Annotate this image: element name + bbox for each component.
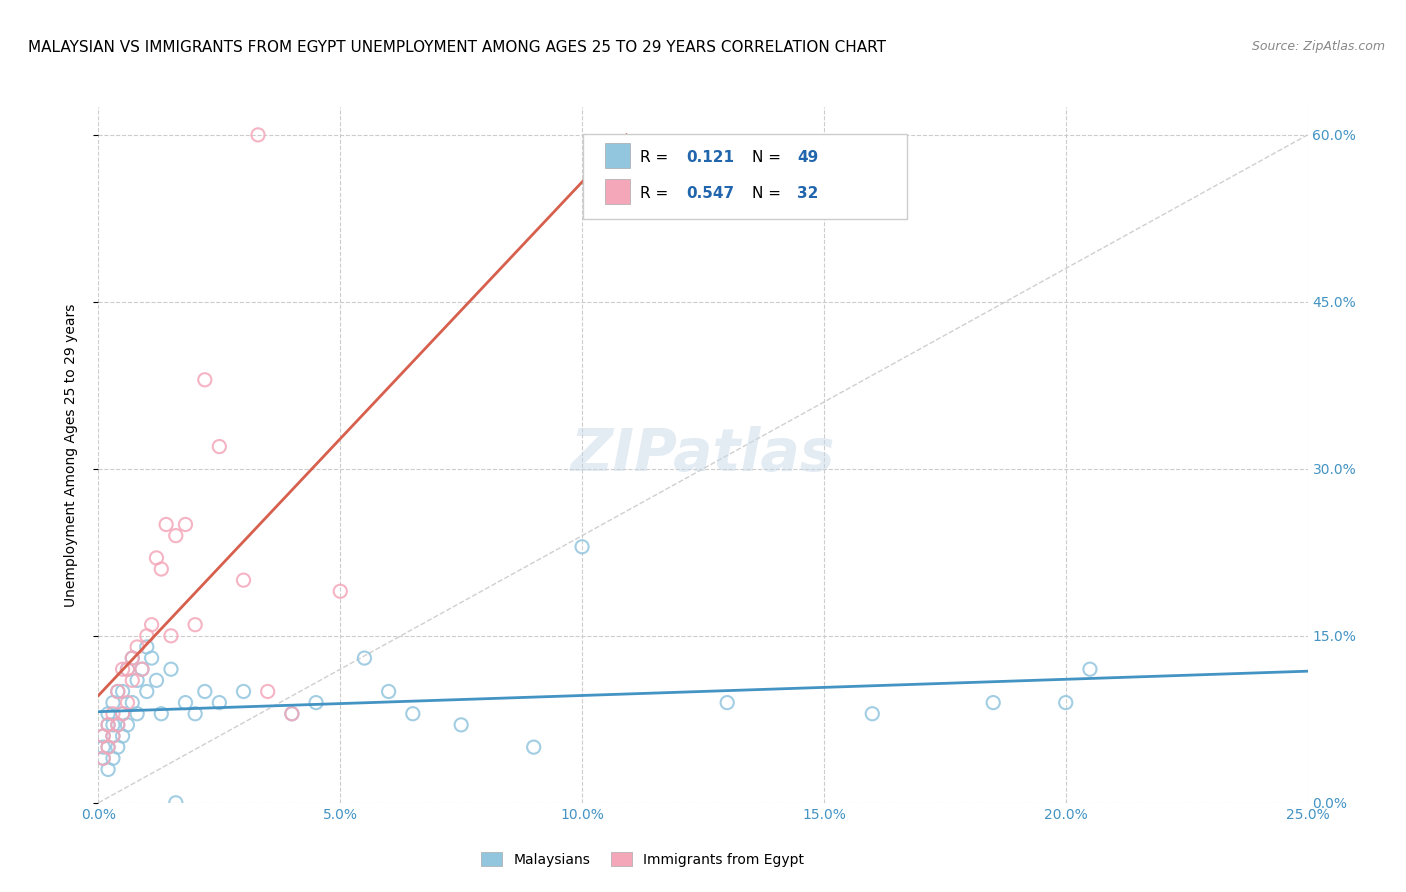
Text: ZIPatlas: ZIPatlas xyxy=(571,426,835,483)
Point xyxy=(208,696,231,710)
Point xyxy=(165,796,187,810)
Point xyxy=(329,584,352,599)
Point xyxy=(194,373,217,387)
Point xyxy=(165,528,187,542)
Point xyxy=(135,629,157,643)
Point xyxy=(571,540,593,554)
Point xyxy=(131,662,153,676)
Point xyxy=(135,684,157,698)
Point xyxy=(91,729,114,743)
Point xyxy=(107,718,129,732)
Point xyxy=(860,706,883,721)
Point xyxy=(145,550,167,565)
Point xyxy=(111,662,134,676)
Point xyxy=(141,651,163,665)
Point xyxy=(150,562,173,576)
Point xyxy=(716,696,738,710)
Point xyxy=(131,662,153,676)
Point xyxy=(184,706,207,721)
Point xyxy=(121,651,143,665)
Point xyxy=(1078,662,1101,676)
Point xyxy=(377,684,399,698)
Text: MALAYSIAN VS IMMIGRANTS FROM EGYPT UNEMPLOYMENT AMONG AGES 25 TO 29 YEARS CORREL: MALAYSIAN VS IMMIGRANTS FROM EGYPT UNEMP… xyxy=(28,40,886,55)
Point xyxy=(111,706,134,721)
Text: R =: R = xyxy=(640,151,673,165)
Text: N =: N = xyxy=(752,151,786,165)
Point xyxy=(107,718,129,732)
Text: R =: R = xyxy=(640,186,673,201)
Point xyxy=(101,706,124,721)
Point xyxy=(1054,696,1077,710)
Point xyxy=(107,684,129,698)
Point xyxy=(160,629,183,643)
Text: Source: ZipAtlas.com: Source: ZipAtlas.com xyxy=(1251,40,1385,54)
Point xyxy=(91,751,114,765)
Point xyxy=(107,740,129,755)
Point xyxy=(127,640,149,654)
Point xyxy=(160,662,183,676)
Point xyxy=(135,640,157,654)
Point xyxy=(117,662,139,676)
Point xyxy=(121,696,143,710)
Point xyxy=(523,740,546,755)
Point xyxy=(101,696,124,710)
Point xyxy=(91,740,114,755)
Text: 49: 49 xyxy=(797,151,818,165)
Point xyxy=(101,729,124,743)
Point xyxy=(145,673,167,688)
Point xyxy=(97,706,120,721)
Point xyxy=(117,718,139,732)
Point xyxy=(121,673,143,688)
Point xyxy=(101,729,124,743)
Point xyxy=(111,729,134,743)
Point xyxy=(981,696,1004,710)
Point xyxy=(208,440,231,454)
Text: 32: 32 xyxy=(797,186,818,201)
Point xyxy=(141,617,163,632)
Point xyxy=(281,706,304,721)
Point xyxy=(402,706,425,721)
Legend: Malaysians, Immigrants from Egypt: Malaysians, Immigrants from Egypt xyxy=(475,847,810,872)
Point xyxy=(232,573,254,587)
Point xyxy=(97,740,120,755)
Point xyxy=(281,706,304,721)
Point xyxy=(101,718,124,732)
Point xyxy=(194,684,217,698)
Point xyxy=(97,718,120,732)
Point xyxy=(353,651,375,665)
Point xyxy=(117,662,139,676)
Point xyxy=(111,684,134,698)
Point xyxy=(450,718,472,732)
Point xyxy=(305,696,328,710)
Point xyxy=(174,696,197,710)
Text: 0.121: 0.121 xyxy=(686,151,734,165)
Point xyxy=(97,740,120,755)
Point xyxy=(174,517,197,532)
Point xyxy=(111,706,134,721)
Text: N =: N = xyxy=(752,186,786,201)
Point xyxy=(127,673,149,688)
Point xyxy=(127,706,149,721)
Point xyxy=(107,684,129,698)
Point xyxy=(121,651,143,665)
Point xyxy=(117,696,139,710)
Point xyxy=(184,617,207,632)
Point xyxy=(97,763,120,777)
Point xyxy=(155,517,177,532)
Point xyxy=(150,706,173,721)
Point xyxy=(101,751,124,765)
Y-axis label: Unemployment Among Ages 25 to 29 years: Unemployment Among Ages 25 to 29 years xyxy=(63,303,77,607)
Point xyxy=(97,718,120,732)
Point xyxy=(232,684,254,698)
Text: 0.547: 0.547 xyxy=(686,186,734,201)
Point xyxy=(91,729,114,743)
Point xyxy=(247,128,270,142)
Point xyxy=(91,751,114,765)
Point xyxy=(256,684,278,698)
